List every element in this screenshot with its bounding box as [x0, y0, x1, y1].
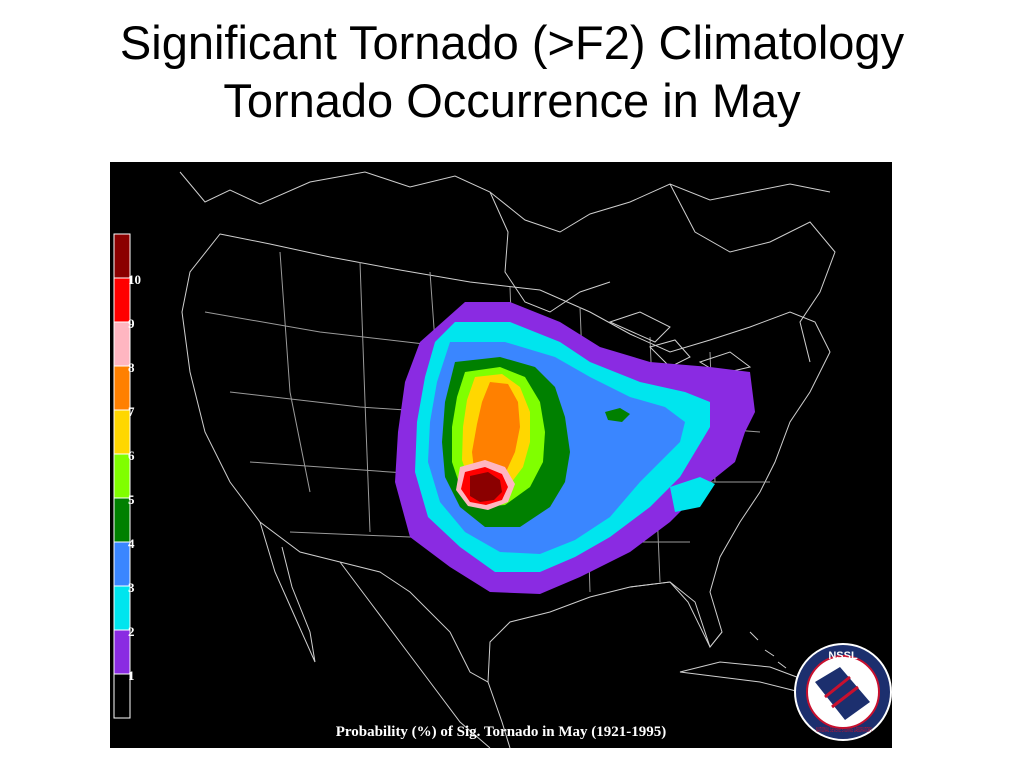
title-line-1: Significant Tornado (>F2) Climatology: [119, 16, 905, 69]
logo-lightning-stripes: [824, 675, 859, 709]
northern-coastline: [179, 171, 831, 233]
legend-label-10: 10: [128, 272, 141, 287]
map-graphic: NATIONAL SEVERE STORMS LABORATORY: [113, 171, 892, 748]
bahamas: [749, 631, 787, 669]
legend-label-7: 7: [128, 404, 135, 419]
florida: [629, 581, 723, 649]
legend-colorbar: [113, 233, 131, 719]
baja-peninsula: [259, 521, 316, 663]
legend-label-6: 6: [128, 448, 135, 463]
map-caption: Probability (%) of Sig. Tornado in May (…: [335, 724, 667, 740]
legend-label-9: 9: [128, 316, 135, 331]
logo-full-name: NATIONAL SEVERE STORMS LABORATORY: [816, 727, 872, 734]
legend-label-1: 1: [128, 668, 135, 683]
hudson-bay-shore: [489, 191, 611, 313]
gulf-coast: [487, 681, 511, 748]
contour-spot-green: [605, 408, 630, 422]
probability-contours: [395, 302, 755, 594]
nssl-logo: NATIONAL SEVERE STORMS LABORATORY: [794, 643, 892, 741]
logo-storm-emblem: [815, 667, 870, 720]
legend-label-5: 5: [128, 492, 135, 507]
legend-swatch-0: [113, 673, 131, 719]
contour-10-percent: [470, 472, 502, 502]
legend-label-4: 4: [128, 536, 135, 551]
quebec-shore: [669, 183, 836, 363]
logo-short-name: NSSL: [828, 650, 858, 662]
legend-label-8: 8: [128, 360, 135, 375]
tornado-probability-map: NATIONAL SEVERE STORMS LABORATORY NSSL: [110, 162, 892, 748]
outline-group: [179, 171, 836, 748]
mexico-coast: [339, 561, 491, 748]
slide-title: Significant Tornado (>F2) Climatology To…: [0, 14, 1024, 130]
legend-label-2: 2: [128, 624, 135, 639]
contour-spot-cyan: [670, 477, 715, 512]
legend-label-3: 3: [128, 580, 135, 595]
title-line-2: Tornado Occurrence in May: [223, 74, 801, 127]
